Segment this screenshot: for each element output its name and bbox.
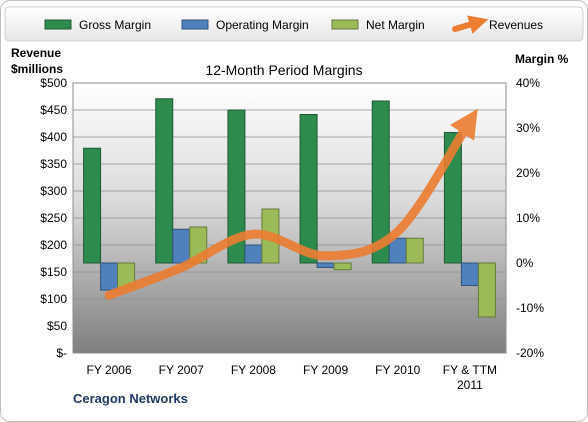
bar-gross-margin bbox=[227, 109, 246, 264]
category-label: 2011 bbox=[457, 378, 483, 392]
left-axis-tick-label: $450 bbox=[40, 103, 67, 117]
category-label: FY 2006 bbox=[87, 363, 132, 377]
category-label: FY 2010 bbox=[375, 363, 420, 377]
legend-swatch-gross-margin bbox=[44, 19, 72, 30]
left-axis-label-line2: $millions bbox=[11, 62, 63, 76]
left-axis-tick-label: $250 bbox=[40, 211, 67, 225]
legend-label: Net Margin bbox=[366, 18, 425, 32]
bar-operating-margin bbox=[316, 262, 335, 268]
bar-operating-margin bbox=[244, 244, 263, 264]
legend-label: Operating Margin bbox=[216, 18, 309, 32]
left-axis-tick-label: $100 bbox=[40, 292, 67, 306]
right-axis-tick-label: -10% bbox=[516, 301, 544, 315]
bar-net-margin bbox=[405, 237, 424, 264]
category-label: FY 2008 bbox=[231, 363, 276, 377]
right-axis-tick-label: 10% bbox=[516, 211, 540, 225]
left-axis-tick-label: $50 bbox=[47, 319, 67, 333]
right-axis-tick-label: 0% bbox=[516, 256, 534, 270]
plot-area bbox=[72, 82, 507, 354]
category-label: FY 2009 bbox=[303, 363, 348, 377]
chart-title: 12-Month Period Margins bbox=[205, 62, 362, 78]
legend-swatch-net-margin bbox=[331, 19, 359, 30]
category-label: FY & TTM bbox=[443, 363, 497, 377]
legend-background bbox=[4, 6, 584, 42]
legend-label: Gross Margin bbox=[79, 18, 151, 32]
revenue-line bbox=[104, 108, 478, 300]
right-axis-tick-label: 20% bbox=[516, 166, 540, 180]
category-label: FY 2007 bbox=[159, 363, 204, 377]
bar-net-margin bbox=[477, 262, 496, 318]
bar-net-margin bbox=[333, 262, 352, 271]
left-axis-tick-label: $500 bbox=[40, 76, 67, 90]
left-axis-tick-label: $300 bbox=[40, 184, 67, 198]
bar-gross-margin bbox=[371, 100, 390, 264]
right-axis-tick-label: 30% bbox=[516, 121, 540, 135]
left-axis-tick-label: $- bbox=[56, 346, 67, 360]
left-axis-tick-label: $150 bbox=[40, 265, 67, 279]
bar-gross-margin bbox=[155, 98, 174, 264]
legend-swatch-operating-margin bbox=[181, 19, 209, 30]
legend: Gross Margin Operating Margin Net Margin Re… bbox=[4, 6, 584, 42]
right-axis-tick-label: -20% bbox=[516, 346, 544, 360]
right-axis-tick-label: 40% bbox=[516, 76, 540, 90]
company-label: Ceragon Networks bbox=[73, 391, 188, 406]
left-axis-tick-label: $200 bbox=[40, 238, 67, 252]
legend-label: Revenues bbox=[489, 18, 543, 32]
left-axis-label-line1: Revenue bbox=[11, 46, 61, 60]
bar-operating-margin bbox=[172, 228, 191, 264]
plot-border bbox=[72, 82, 507, 354]
bar-gross-margin bbox=[299, 114, 318, 264]
bar-gross-margin bbox=[83, 147, 102, 264]
left-axis-tick-label: $350 bbox=[40, 157, 67, 171]
left-axis-tick-label: $400 bbox=[40, 130, 67, 144]
bar-operating-margin bbox=[100, 262, 119, 291]
legend-swatch-revenues bbox=[452, 15, 489, 34]
bar-operating-margin bbox=[460, 262, 479, 286]
right-axis-label: Margin % bbox=[515, 52, 569, 66]
